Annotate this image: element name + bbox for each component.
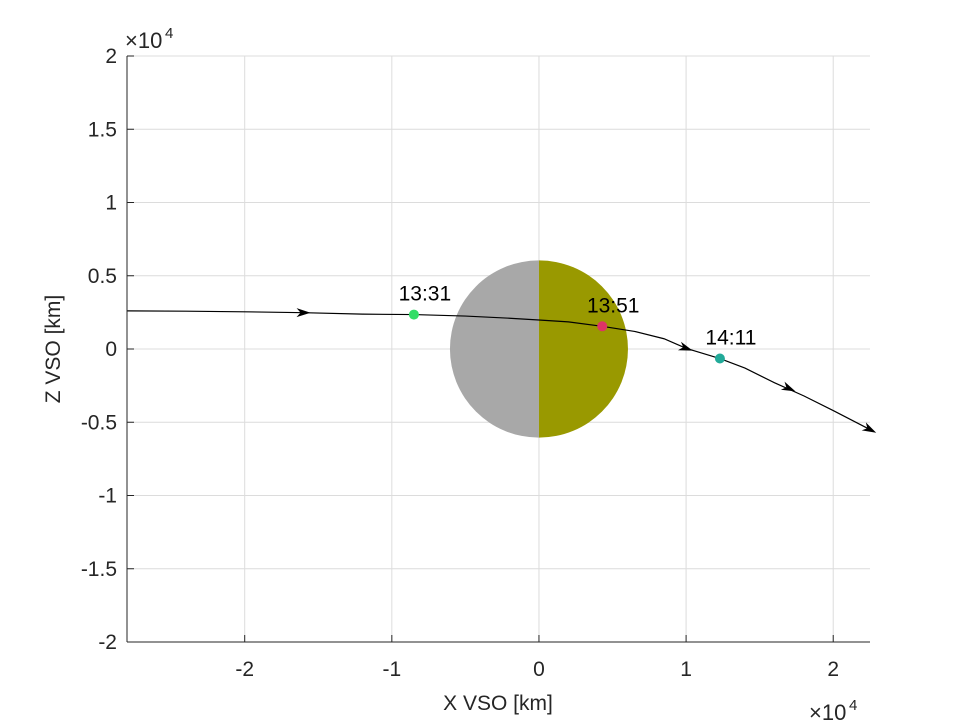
x-tick-label: 2 [827, 658, 839, 681]
trajectory [126, 308, 877, 433]
y-axis-label: Z VSO [km] [42, 295, 65, 404]
planet-nightside [449, 260, 539, 438]
y-tick-label: 1 [105, 192, 117, 215]
planet-dayside [538, 260, 628, 438]
time-marker-label: 13:51 [587, 294, 640, 317]
axes [126, 55, 870, 643]
y-multiplier-base: ×10 [125, 28, 162, 53]
y-tick-labels: -2 -1.5 -1 -0.5 0 0.5 1 1.5 2 [81, 45, 117, 654]
time-markers: 13:31 13:51 14:11 [399, 283, 756, 364]
direction-arrow [780, 381, 796, 392]
time-marker-point [714, 353, 725, 364]
trajectory-line [126, 310, 871, 431]
x-tick-label: 1 [680, 658, 692, 681]
y-tick-label: 0.5 [88, 265, 117, 288]
time-marker-label: 13:31 [399, 283, 452, 306]
direction-arrow [861, 422, 877, 433]
y-tick-label: -1.5 [81, 558, 117, 581]
y-multiplier-exponent: 4 [165, 25, 173, 42]
y-tick-label: 0 [105, 338, 117, 361]
x-multiplier-base: ×10 [809, 700, 846, 725]
y-tick-label: -2 [98, 631, 117, 654]
x-multiplier-exponent: 4 [849, 697, 857, 714]
y-axis-multiplier: ×10 4 [125, 25, 173, 53]
x-tick-labels: -2 -1 0 1 2 [235, 658, 839, 681]
x-tick-label: -2 [235, 658, 254, 681]
x-tick-label: 0 [533, 658, 545, 681]
y-tick-label: -0.5 [81, 411, 117, 434]
planet [449, 260, 628, 438]
time-marker-point [597, 321, 608, 332]
direction-arrow [296, 308, 311, 318]
y-tick-label: 2 [105, 45, 117, 68]
x-axis-multiplier: ×10 4 [809, 697, 857, 725]
time-marker-point [408, 309, 419, 320]
x-tick-label: -1 [382, 658, 401, 681]
direction-arrow [677, 341, 693, 351]
y-tick-label: 1.5 [88, 118, 117, 141]
time-marker-label: 14:11 [705, 327, 756, 350]
y-tick-label: -1 [98, 485, 117, 508]
x-axis-label: X VSO [km] [443, 692, 553, 715]
